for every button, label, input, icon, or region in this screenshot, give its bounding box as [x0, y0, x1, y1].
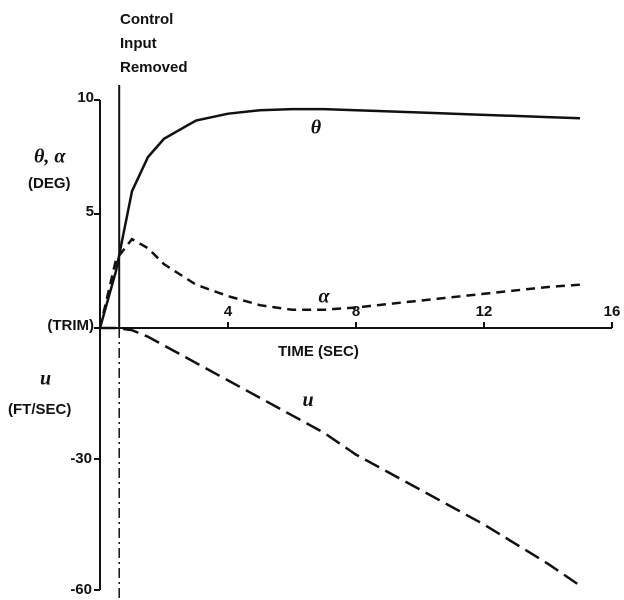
series-label: α	[318, 285, 330, 307]
annotation-line: Input	[120, 35, 157, 52]
x-tick-label: 12	[476, 303, 493, 320]
y-tick-label: (TRIM)	[47, 317, 94, 334]
y-tick-label: 5	[86, 203, 94, 220]
series-line	[100, 326, 581, 587]
y-tick-label: 10	[77, 89, 94, 106]
y2-axis-label: (FT/SEC)	[8, 401, 71, 418]
x-tick-label: 4	[224, 303, 233, 320]
y-axis-label: (DEG)	[28, 175, 71, 192]
annotation-line: Control	[120, 11, 173, 28]
y-axis-label: θ, α	[34, 146, 66, 168]
x-axis-label: TIME (SEC)	[278, 343, 359, 360]
x-tick-label: 16	[604, 303, 621, 320]
series-label: u	[302, 389, 313, 411]
y2-axis-label: u	[40, 368, 51, 390]
series-label: θ	[311, 117, 322, 139]
y2-tick-label: -60	[70, 581, 92, 598]
annotation-line: Removed	[120, 59, 188, 76]
y2-tick-label: -30	[70, 450, 92, 467]
series-line	[98, 237, 581, 329]
series-line	[98, 107, 581, 329]
x-tick-label: 8	[352, 303, 360, 320]
